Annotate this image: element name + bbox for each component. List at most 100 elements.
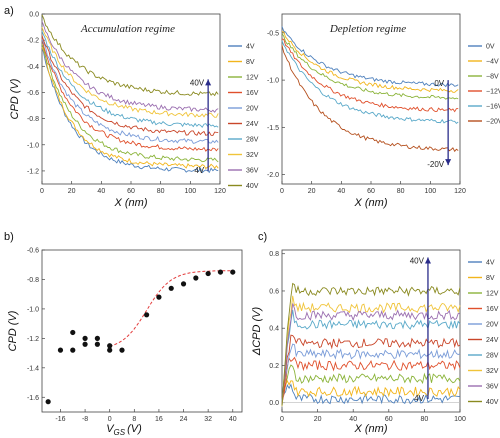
data-point bbox=[205, 270, 211, 277]
x-tick-label: 0 bbox=[40, 188, 44, 195]
arrow-bottom-label: 4V bbox=[194, 166, 204, 175]
x-tick-label: 20 bbox=[308, 188, 316, 195]
series-line bbox=[281, 343, 461, 408]
x-axis-label: X (nm) bbox=[354, 197, 388, 209]
y-axis-label: ΔCPD (V) bbox=[251, 307, 263, 357]
data-point bbox=[217, 269, 224, 275]
x-tick-label: 100 bbox=[184, 188, 196, 195]
legend-label: 28V bbox=[246, 137, 259, 144]
trend-arrow-head bbox=[445, 159, 452, 166]
legend-label: 8V bbox=[486, 275, 495, 282]
data-point bbox=[107, 343, 113, 349]
chart-title: Depletion regime bbox=[329, 23, 406, 35]
x-tick-label: 100 bbox=[424, 188, 436, 195]
series-line bbox=[281, 364, 461, 402]
series-line bbox=[281, 282, 461, 406]
legend-label: 20V bbox=[486, 322, 499, 329]
legend-label: 32V bbox=[246, 152, 259, 159]
x-axis-label-main: V bbox=[106, 423, 115, 435]
y-tick-label: -1.4 bbox=[27, 365, 39, 372]
y-tick-label: -0.4 bbox=[27, 64, 39, 71]
legend-label: 4V bbox=[246, 44, 255, 51]
series-line bbox=[281, 334, 461, 399]
trend-arrow-head bbox=[424, 257, 431, 264]
y-tick-label: -1.2 bbox=[27, 168, 39, 175]
series-line bbox=[41, 30, 219, 128]
x-tick-label: 24 bbox=[180, 416, 188, 423]
x-tick-label: -8 bbox=[82, 416, 88, 423]
y-tick-label: -0.8 bbox=[27, 277, 39, 284]
series-line bbox=[281, 33, 459, 100]
series-line bbox=[41, 46, 219, 174]
x-tick-label: 20 bbox=[314, 416, 322, 423]
series-line bbox=[281, 303, 461, 405]
legend-label: −20V bbox=[486, 119, 500, 126]
legend-label: 40V bbox=[486, 399, 499, 406]
depletion-chart: Depletion regime X (nm) 0 20 40 60 80 100 120 -… bbox=[267, 13, 500, 209]
series-line bbox=[281, 383, 461, 405]
legend-label: −4V bbox=[486, 59, 499, 66]
y-tick-label: -0.6 bbox=[27, 90, 39, 97]
arrow-bottom-label: -20V bbox=[427, 160, 445, 169]
legend-label: 16V bbox=[486, 306, 499, 313]
y-tick-label: -0.6 bbox=[27, 248, 39, 255]
series-line bbox=[281, 309, 461, 402]
x-tick-label: -16 bbox=[55, 416, 65, 423]
legend-label: 12V bbox=[246, 75, 259, 82]
cpd-vs-vgs-chart: VGS (V) CPD (V) -16 -8 0 8 16 24 32 40 -0.6 -0.8 -1… bbox=[7, 248, 243, 437]
x-axis-label-unit: (V) bbox=[127, 423, 142, 435]
legend-label: −12V bbox=[486, 89, 500, 96]
data-point bbox=[82, 341, 88, 347]
series-line bbox=[41, 39, 219, 144]
data-point bbox=[57, 347, 64, 353]
trend-arrow-head bbox=[205, 79, 212, 86]
y-tick-label: 0.4 bbox=[269, 326, 279, 333]
series-line bbox=[41, 14, 219, 97]
y-tick-label: -2.0 bbox=[267, 172, 279, 179]
data-point bbox=[45, 399, 51, 405]
legend-label: −16V bbox=[486, 104, 500, 111]
data-point bbox=[193, 275, 199, 281]
x-tick-label: 80 bbox=[421, 416, 429, 423]
data-point bbox=[144, 312, 150, 318]
x-tick-label: 100 bbox=[454, 416, 466, 423]
y-tick-label: -0.8 bbox=[27, 116, 39, 123]
x-axis-label: VGS (V) bbox=[106, 423, 142, 437]
panel-label-b: b) bbox=[4, 231, 14, 243]
x-tick-label: 120 bbox=[214, 188, 226, 195]
series-line bbox=[41, 46, 219, 170]
legend-label: 28V bbox=[486, 353, 499, 360]
x-tick-label: 60 bbox=[385, 416, 393, 423]
x-tick-label: 120 bbox=[454, 188, 466, 195]
data-point bbox=[168, 285, 174, 291]
data-point bbox=[94, 341, 100, 347]
data-point bbox=[107, 347, 113, 353]
arrow-top-label: 40V bbox=[190, 78, 205, 87]
fit-curve bbox=[109, 270, 233, 347]
panel-label-c: c) bbox=[258, 231, 267, 243]
series-line bbox=[281, 40, 459, 125]
y-tick-label: -1.0 bbox=[27, 306, 39, 313]
y-tick-label: 0.0 bbox=[269, 400, 279, 407]
series-line bbox=[281, 31, 459, 93]
data-point bbox=[156, 294, 162, 300]
legend-label: 32V bbox=[486, 368, 499, 375]
legend-label: 24V bbox=[246, 121, 259, 128]
y-tick-label: -0.2 bbox=[27, 38, 39, 45]
x-tick-label: 40 bbox=[97, 188, 105, 195]
y-tick-label: -1.0 bbox=[267, 78, 279, 85]
arrow-bottom-label: 4V bbox=[414, 394, 424, 403]
data-point bbox=[94, 335, 100, 341]
plot-frame bbox=[281, 249, 461, 413]
series-line bbox=[281, 45, 459, 153]
legend-label: 4V bbox=[486, 260, 495, 267]
series-line bbox=[281, 295, 461, 407]
y-axis-label: CPD (V) bbox=[9, 78, 21, 119]
x-tick-label: 32 bbox=[204, 416, 212, 423]
x-tick-label: 40 bbox=[229, 416, 237, 423]
x-tick-label: 60 bbox=[127, 188, 135, 195]
panel-label-a: a) bbox=[4, 5, 14, 17]
series-line bbox=[41, 35, 219, 136]
data-point bbox=[70, 329, 76, 336]
